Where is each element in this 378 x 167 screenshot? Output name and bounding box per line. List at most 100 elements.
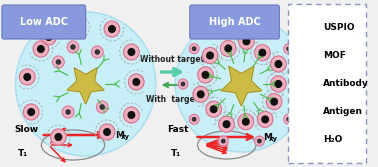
Text: H₂O: H₂O	[323, 134, 342, 143]
Circle shape	[206, 101, 222, 117]
Circle shape	[192, 47, 196, 50]
Text: T₁: T₁	[17, 148, 28, 157]
Polygon shape	[67, 68, 104, 104]
Circle shape	[298, 82, 302, 86]
Circle shape	[262, 116, 268, 123]
Circle shape	[178, 79, 188, 89]
Text: Slow: Slow	[15, 125, 39, 133]
Circle shape	[300, 23, 308, 31]
Circle shape	[96, 101, 108, 113]
Circle shape	[296, 103, 311, 119]
Circle shape	[181, 82, 185, 86]
Circle shape	[189, 114, 199, 124]
Circle shape	[207, 52, 213, 59]
Circle shape	[55, 134, 62, 140]
Circle shape	[211, 106, 217, 113]
Circle shape	[284, 44, 293, 54]
Circle shape	[254, 136, 264, 146]
Circle shape	[23, 104, 39, 120]
Text: Fast: Fast	[167, 125, 189, 133]
Circle shape	[296, 131, 311, 147]
Circle shape	[104, 21, 120, 37]
Circle shape	[175, 16, 308, 152]
Circle shape	[218, 136, 228, 146]
Circle shape	[275, 61, 282, 67]
Circle shape	[51, 129, 66, 145]
Circle shape	[239, 33, 254, 49]
Circle shape	[62, 106, 74, 118]
Polygon shape	[293, 45, 315, 67]
Text: M: M	[115, 130, 124, 139]
Circle shape	[257, 111, 273, 127]
Circle shape	[254, 22, 264, 32]
Circle shape	[266, 94, 282, 110]
Circle shape	[15, 12, 156, 156]
Circle shape	[99, 124, 115, 140]
Circle shape	[218, 22, 228, 32]
Circle shape	[56, 60, 60, 64]
FancyBboxPatch shape	[288, 4, 366, 163]
Circle shape	[189, 44, 199, 54]
Circle shape	[70, 19, 86, 35]
Text: T₁: T₁	[171, 148, 181, 157]
Circle shape	[271, 98, 277, 105]
Circle shape	[74, 24, 81, 30]
Circle shape	[287, 47, 290, 50]
Circle shape	[222, 139, 225, 143]
Circle shape	[202, 47, 218, 63]
Circle shape	[287, 118, 290, 121]
Polygon shape	[221, 66, 262, 106]
Circle shape	[197, 91, 204, 98]
Circle shape	[271, 76, 286, 92]
Text: USPIO: USPIO	[323, 23, 355, 32]
Text: High ADC: High ADC	[209, 17, 260, 27]
Text: xy: xy	[269, 136, 278, 142]
Circle shape	[220, 40, 236, 56]
Circle shape	[243, 118, 249, 125]
Circle shape	[66, 110, 70, 114]
Circle shape	[128, 112, 135, 118]
Circle shape	[284, 114, 293, 124]
Circle shape	[223, 121, 230, 128]
Circle shape	[219, 116, 234, 132]
Circle shape	[128, 49, 135, 55]
Circle shape	[41, 29, 56, 45]
Circle shape	[259, 49, 266, 56]
Circle shape	[301, 136, 307, 142]
Text: Without target: Without target	[140, 55, 204, 64]
Circle shape	[45, 34, 52, 40]
Circle shape	[271, 56, 286, 72]
Circle shape	[238, 114, 254, 130]
Circle shape	[95, 50, 99, 54]
Circle shape	[108, 26, 115, 32]
Text: With  target: With target	[146, 95, 198, 104]
Text: xy: xy	[121, 134, 130, 140]
Circle shape	[67, 41, 79, 53]
Text: Low ADC: Low ADC	[20, 17, 68, 27]
Circle shape	[33, 41, 49, 57]
Circle shape	[28, 109, 34, 115]
Circle shape	[243, 38, 250, 45]
Circle shape	[37, 46, 44, 52]
Text: Antibody: Antibody	[323, 78, 369, 88]
Circle shape	[133, 79, 139, 85]
Text: Antigen: Antigen	[323, 107, 363, 116]
Circle shape	[24, 74, 31, 80]
Circle shape	[202, 71, 209, 78]
Circle shape	[193, 86, 209, 102]
Circle shape	[104, 129, 110, 135]
Circle shape	[255, 45, 270, 61]
FancyBboxPatch shape	[2, 5, 86, 39]
Circle shape	[19, 69, 35, 85]
Circle shape	[129, 74, 144, 90]
Circle shape	[222, 25, 225, 29]
Circle shape	[294, 17, 313, 37]
Circle shape	[275, 81, 282, 87]
Text: M: M	[263, 132, 272, 141]
Circle shape	[100, 105, 104, 109]
Circle shape	[53, 56, 64, 68]
Circle shape	[258, 25, 261, 29]
Circle shape	[91, 46, 103, 58]
Text: MOF: MOF	[323, 50, 346, 59]
Circle shape	[225, 45, 232, 52]
